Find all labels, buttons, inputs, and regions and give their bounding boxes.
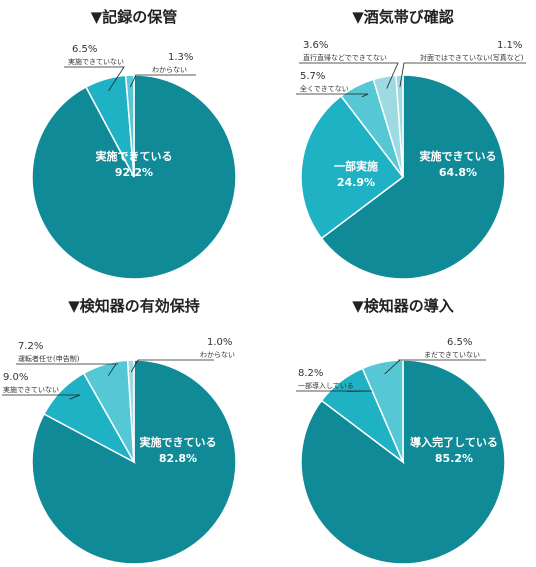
- slice-value-label: 64.8%: [439, 166, 477, 179]
- slice-value-label: 6.5%: [447, 337, 472, 348]
- slice-label: 実施できていない: [68, 57, 124, 66]
- pie-slice: [320, 74, 506, 280]
- pie-slice: [124, 74, 135, 178]
- slice-value-label: 85.2%: [435, 452, 473, 465]
- slice-value-label: 7.2%: [18, 341, 43, 352]
- slice-label: 直行直帰などでできてない: [303, 53, 387, 62]
- leader-line: [384, 359, 486, 375]
- pie-slice: [126, 359, 135, 463]
- slice-value-label: 1.3%: [168, 52, 193, 63]
- slice-label: 導入完了している: [410, 435, 498, 449]
- slice-label: わからない: [152, 66, 187, 74]
- slice-value-label: 9.0%: [3, 372, 28, 383]
- slice-label: 実施できていない: [3, 385, 59, 394]
- slice-label: 実施できている: [420, 149, 497, 163]
- slice-value-label: 6.5%: [72, 44, 97, 55]
- slice-value-label: 24.9%: [337, 176, 375, 189]
- leader-line: [64, 66, 125, 91]
- leader-line: [130, 359, 214, 373]
- leader-line: [299, 62, 399, 89]
- slice-label: 対面ではできていない(写真など): [420, 53, 524, 62]
- slice-value-label: 1.1%: [497, 40, 522, 51]
- leader-line: [2, 394, 81, 400]
- slice-value-label: 92.2%: [115, 166, 153, 179]
- pie-slice: [300, 94, 405, 240]
- slice-label: わからない: [200, 351, 235, 359]
- slice-value-label: 5.7%: [300, 71, 325, 82]
- slice-label: まだできていない: [424, 351, 480, 359]
- slice-value-label: 8.2%: [298, 368, 323, 379]
- chart-title: ▼検知器の導入: [352, 297, 454, 315]
- pie-slice: [31, 359, 237, 565]
- leader-line: [296, 93, 369, 98]
- chart-title: ▼記録の保管: [91, 8, 178, 26]
- slice-label: 実施できている: [96, 149, 173, 163]
- leader-line: [16, 363, 118, 376]
- slice-label: 運転者任せ(申告制): [18, 354, 80, 363]
- slice-label: 一部実施: [334, 159, 378, 173]
- chart-title: ▼検知器の有効保持: [68, 297, 200, 315]
- slice-label: 全くできてない: [300, 84, 349, 93]
- slice-value-label: 82.8%: [159, 452, 197, 465]
- slice-label: 実施できている: [140, 435, 217, 449]
- leader-line: [399, 62, 526, 88]
- leader-line: [129, 74, 196, 88]
- chart-title: ▼酒気帯び確認: [352, 8, 454, 26]
- slice-value-label: 1.0%: [207, 337, 232, 348]
- slice-value-label: 3.6%: [303, 40, 328, 51]
- pie-slice: [395, 74, 404, 178]
- slice-label: 一部導入している: [298, 381, 354, 390]
